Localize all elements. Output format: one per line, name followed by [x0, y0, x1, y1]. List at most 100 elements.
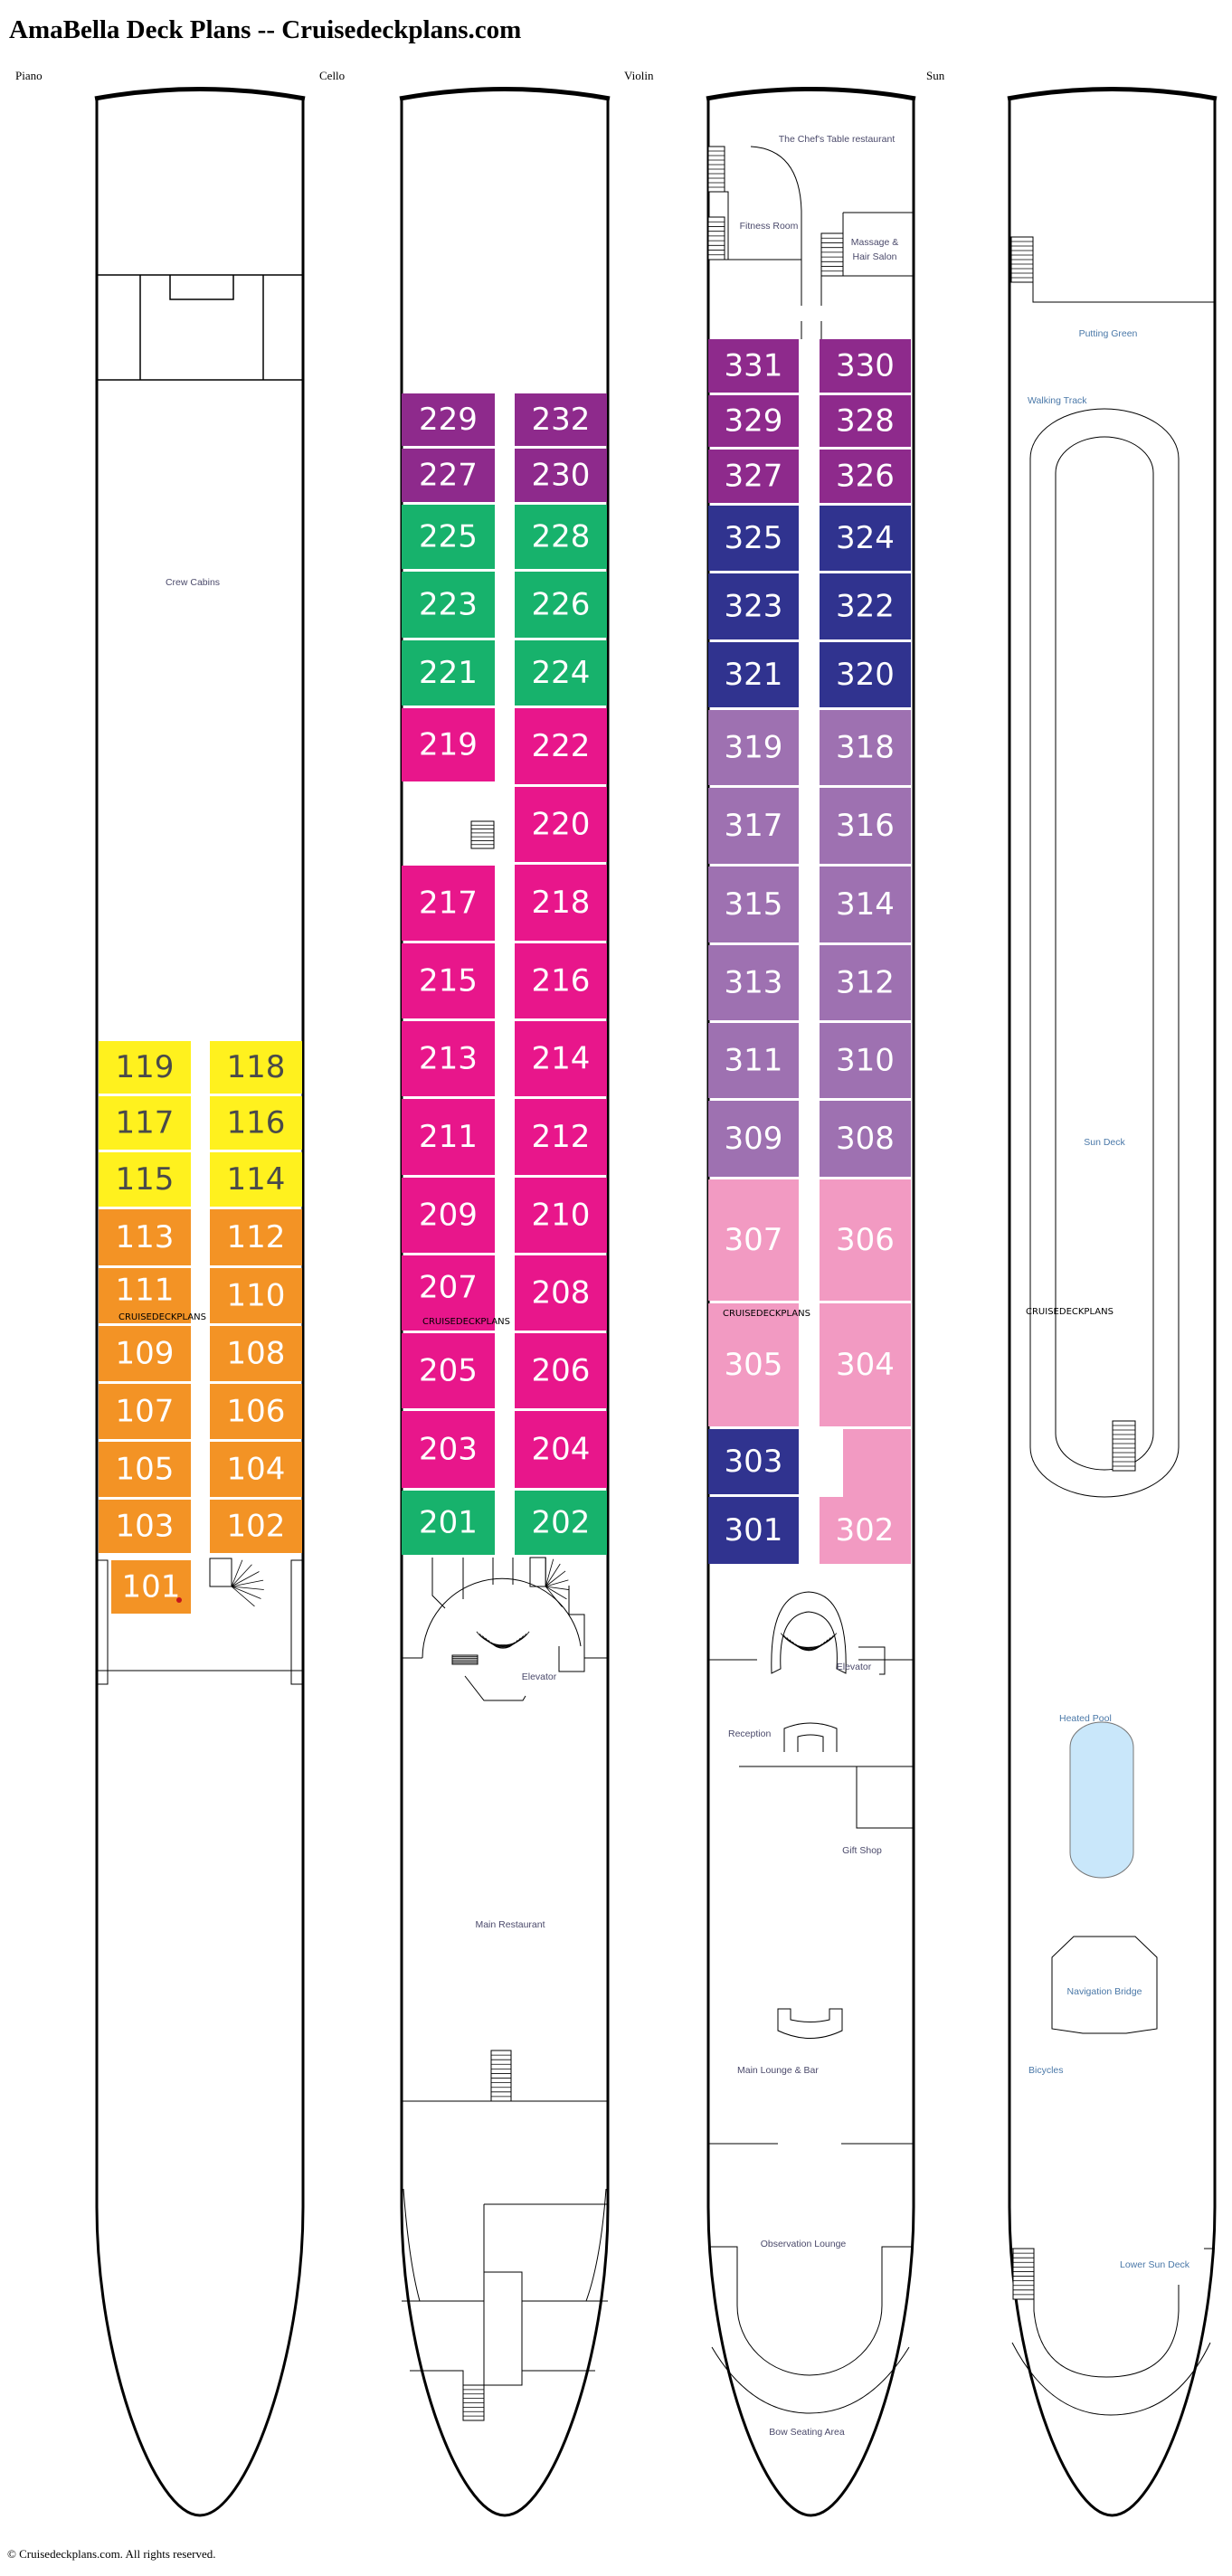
cabin-shape: [708, 642, 799, 707]
cabin-301[interactable]: 301: [708, 1497, 799, 1564]
cabin-320[interactable]: 320: [820, 642, 911, 707]
cabin-305[interactable]: 305: [708, 1303, 799, 1426]
cabin-number: 315: [725, 886, 783, 923]
cabin-114[interactable]: 114: [210, 1152, 302, 1207]
cabin-318[interactable]: 318: [820, 710, 911, 785]
cabin-213[interactable]: 213: [402, 1021, 495, 1096]
cabin-201[interactable]: 201: [402, 1491, 495, 1555]
cabin-shape: [708, 1429, 799, 1494]
cabin-328[interactable]: 328: [820, 395, 911, 447]
cabin-207[interactable]: 207: [402, 1255, 495, 1331]
cabin-312[interactable]: 312: [820, 945, 911, 1020]
cabin-117[interactable]: 117: [99, 1096, 191, 1150]
cabin-224[interactable]: 224: [515, 640, 607, 706]
cabin-116[interactable]: 116: [210, 1096, 302, 1150]
cabin-228[interactable]: 228: [515, 505, 607, 569]
cabin-327[interactable]: 327: [708, 450, 799, 503]
cabin-202[interactable]: 202: [515, 1491, 607, 1555]
cabin-209[interactable]: 209: [402, 1178, 495, 1253]
cabin-330[interactable]: 330: [820, 339, 911, 393]
cabin-317[interactable]: 317: [708, 788, 799, 864]
cabin-310[interactable]: 310: [820, 1023, 911, 1098]
cabin-322[interactable]: 322: [820, 573, 911, 639]
cabin-number: 229: [419, 402, 478, 438]
cabin-101[interactable]: 101: [111, 1560, 191, 1614]
cabin-217[interactable]: 217: [402, 866, 495, 941]
cabin-314[interactable]: 314: [820, 867, 911, 942]
cabin-108[interactable]: 108: [210, 1326, 302, 1381]
cabin-105[interactable]: 105: [99, 1442, 191, 1497]
cabin-112[interactable]: 112: [210, 1209, 302, 1265]
cabin-309[interactable]: 309: [708, 1101, 799, 1177]
cabin-225[interactable]: 225: [402, 505, 495, 569]
cabin-223[interactable]: 223: [402, 572, 495, 638]
cabin-216[interactable]: 216: [515, 943, 607, 1018]
cabin-number: 105: [116, 1452, 175, 1488]
cabin-316[interactable]: 316: [820, 788, 911, 864]
cabin-221[interactable]: 221: [402, 640, 495, 706]
cabin-111[interactable]: 111: [99, 1268, 191, 1323]
cabin-number: 101: [122, 1569, 181, 1605]
cabin-329[interactable]: 329: [708, 395, 799, 447]
cabin-325[interactable]: 325: [708, 506, 799, 571]
cabin-222[interactable]: 222: [515, 708, 607, 784]
cabin-110[interactable]: 110: [210, 1268, 302, 1323]
cabin-107[interactable]: 107: [99, 1384, 191, 1439]
cabin-218[interactable]: 218: [515, 865, 607, 941]
cabin-211[interactable]: 211: [402, 1099, 495, 1175]
cabin-304[interactable]: 304: [820, 1303, 911, 1426]
cabin-number: 216: [532, 963, 591, 999]
stairs-icon: [462, 2384, 485, 2421]
cabin-324[interactable]: 324: [820, 506, 911, 571]
cabin-102[interactable]: 102: [210, 1500, 302, 1553]
cabin-232[interactable]: 232: [515, 393, 607, 446]
cabin-313[interactable]: 313: [708, 945, 799, 1020]
cabin-210[interactable]: 210: [515, 1178, 607, 1253]
cabin-115[interactable]: 115: [99, 1152, 191, 1207]
cabin-323[interactable]: 323: [708, 573, 799, 639]
cabin-104[interactable]: 104: [210, 1442, 302, 1497]
cabin-306[interactable]: 306: [820, 1179, 911, 1301]
cabin-208[interactable]: 208: [515, 1255, 607, 1331]
cabin-212[interactable]: 212: [515, 1099, 607, 1175]
cabin-109[interactable]: 109: [99, 1326, 191, 1381]
cabin-219[interactable]: 219: [402, 708, 495, 781]
cabin-203[interactable]: 203: [402, 1411, 495, 1488]
cabin-number: 210: [532, 1198, 591, 1234]
cabin-226[interactable]: 226: [515, 572, 607, 638]
cabin-229[interactable]: 229: [402, 393, 495, 446]
cabin-303[interactable]: 303: [708, 1429, 799, 1494]
cabin-number: 212: [532, 1119, 591, 1155]
cabin-331[interactable]: 331: [708, 339, 799, 393]
cabin-number: 203: [419, 1432, 478, 1468]
cabin-shape: [708, 1023, 799, 1098]
cabin-321[interactable]: 321: [708, 642, 799, 707]
cabin-214[interactable]: 214: [515, 1021, 607, 1096]
cabin-326[interactable]: 326: [820, 450, 911, 503]
cabin-number: 102: [227, 1509, 286, 1545]
hull-cello: [400, 98, 610, 2517]
cabin-311[interactable]: 311: [708, 1023, 799, 1098]
cabin-shape: [708, 945, 799, 1020]
cabin-106[interactable]: 106: [210, 1384, 302, 1439]
cabin-307[interactable]: 307: [708, 1179, 799, 1301]
cabin-230[interactable]: 230: [515, 449, 607, 502]
cabin-227[interactable]: 227: [402, 449, 495, 502]
cabin-302[interactable]: 302: [820, 1429, 911, 1564]
cabin-204[interactable]: 204: [515, 1411, 607, 1488]
cabin-118[interactable]: 118: [210, 1041, 302, 1094]
cabin-319[interactable]: 319: [708, 710, 799, 785]
cabin-206[interactable]: 206: [515, 1333, 607, 1408]
cabin-119[interactable]: 119: [99, 1041, 191, 1094]
cabin-315[interactable]: 315: [708, 867, 799, 942]
cabin-220[interactable]: 220: [515, 787, 607, 862]
cabin-shape: [402, 1178, 495, 1253]
cabin-shape: [515, 787, 607, 862]
cabin-205[interactable]: 205: [402, 1333, 495, 1408]
watermark-sun: CRUISEDECKPLANS: [1026, 1307, 1114, 1317]
cabin-103[interactable]: 103: [99, 1500, 191, 1553]
cabin-113[interactable]: 113: [99, 1209, 191, 1265]
cabin-shape: [210, 1384, 302, 1439]
cabin-308[interactable]: 308: [820, 1101, 911, 1177]
cabin-215[interactable]: 215: [402, 943, 495, 1018]
